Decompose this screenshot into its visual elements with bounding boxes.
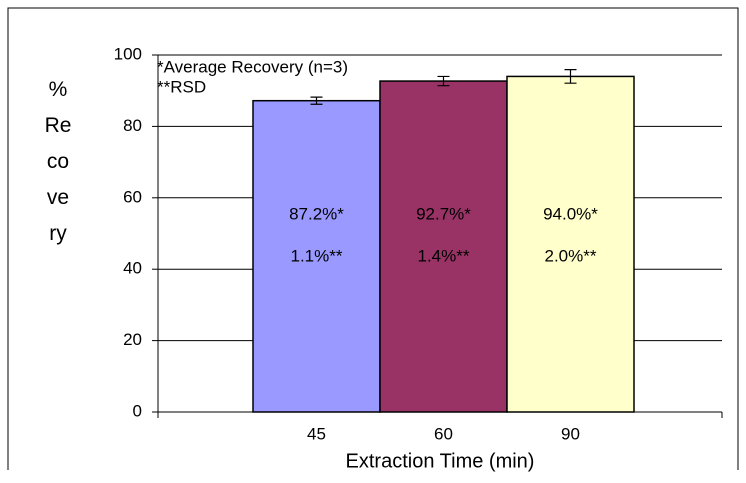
y-tick-label: 0 — [133, 401, 142, 420]
y-tick-label: 20 — [123, 330, 142, 349]
rsd-label: 1.1%** — [291, 246, 343, 265]
error-bar — [310, 96, 323, 105]
y-tick-label: 60 — [123, 187, 142, 206]
x-axis-title: Extraction Time (min) — [346, 450, 535, 472]
x-tick-label: 45 — [307, 424, 326, 443]
annotation: *Average Recovery (n=3) — [157, 57, 348, 76]
x-tick-label: 60 — [434, 424, 453, 443]
rsd-label: 1.4%** — [418, 246, 470, 265]
annotation: **RSD — [157, 77, 206, 96]
x-tick-label: 90 — [561, 424, 580, 443]
value-label: 87.2%* — [289, 204, 344, 223]
bar — [252, 99, 381, 413]
value-label: 92.7%* — [416, 204, 471, 223]
bar — [506, 75, 635, 413]
frame — [7, 7, 739, 470]
y-tick-label: 40 — [123, 259, 142, 278]
y-tick-label: 100 — [114, 44, 142, 63]
y-axis-title: %Recovery — [44, 78, 72, 245]
y-tick-label: 80 — [123, 116, 142, 135]
value-label: 94.0%* — [543, 204, 598, 223]
bar — [379, 80, 508, 413]
rsd-label: 2.0%** — [545, 246, 597, 265]
error-bar — [437, 75, 450, 87]
error-bar — [564, 69, 577, 84]
